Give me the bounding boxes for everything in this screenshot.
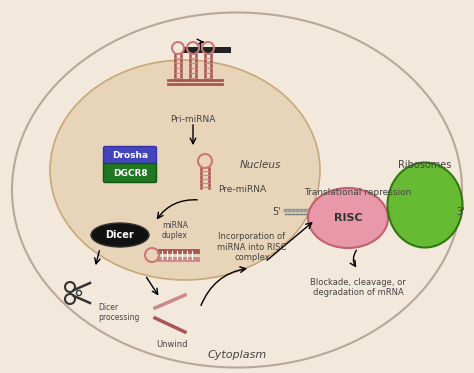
Text: Pri-miRNA: Pri-miRNA bbox=[170, 115, 216, 124]
Ellipse shape bbox=[12, 13, 462, 367]
FancyBboxPatch shape bbox=[103, 163, 156, 182]
Text: 3': 3' bbox=[456, 207, 465, 217]
Text: Pre-miRNA: Pre-miRNA bbox=[218, 185, 266, 194]
Circle shape bbox=[76, 291, 82, 295]
Text: Ribosomes: Ribosomes bbox=[398, 160, 452, 170]
FancyBboxPatch shape bbox=[183, 47, 231, 53]
Text: Nucleus: Nucleus bbox=[239, 160, 281, 170]
Text: Dicer
processing: Dicer processing bbox=[98, 303, 139, 322]
Ellipse shape bbox=[388, 163, 463, 248]
Text: RISC: RISC bbox=[334, 213, 362, 223]
Text: Dicer: Dicer bbox=[106, 230, 134, 240]
Ellipse shape bbox=[91, 223, 149, 247]
Text: 5': 5' bbox=[272, 207, 281, 217]
Text: Translational repression: Translational repression bbox=[304, 188, 412, 197]
FancyBboxPatch shape bbox=[103, 147, 156, 166]
Text: Drosha: Drosha bbox=[112, 151, 148, 160]
Text: DGCR8: DGCR8 bbox=[113, 169, 147, 178]
Ellipse shape bbox=[308, 188, 388, 248]
Text: Blockade, cleavage, or
degradation of mRNA: Blockade, cleavage, or degradation of mR… bbox=[310, 278, 406, 297]
Text: Cytoplasm: Cytoplasm bbox=[207, 350, 266, 360]
Text: Incorporation of
miRNA into RISC
complex: Incorporation of miRNA into RISC complex bbox=[217, 232, 287, 262]
Ellipse shape bbox=[50, 60, 320, 280]
Text: Unwind: Unwind bbox=[156, 340, 188, 349]
Text: miRNA
duplex: miRNA duplex bbox=[162, 220, 188, 240]
